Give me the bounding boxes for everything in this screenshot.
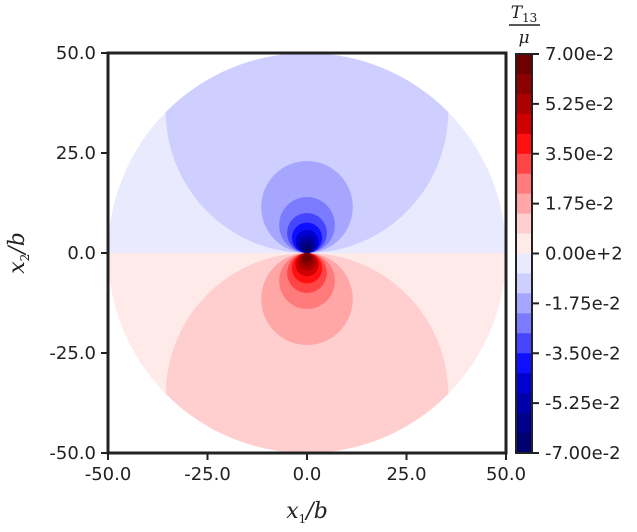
y-tick-label: 0.0 [67, 243, 96, 264]
colorbar-swatch [516, 173, 532, 195]
colorbar-swatch [516, 153, 532, 175]
colorbar-tick-label: -5.25e-2 [545, 393, 621, 414]
colorbar-swatch [516, 73, 532, 95]
x-axis-ticks: -50.0 -25.0 0.0 25.0 50.0 [85, 453, 526, 485]
colorbar-swatch [516, 93, 532, 115]
field-region-positive-1 [165, 253, 449, 453]
colorbar-label: T13 μ [509, 3, 540, 48]
field-region-negative-1 [165, 54, 449, 253]
colorbar-swatch [516, 293, 532, 314]
x-tick-label: -25.0 [184, 464, 231, 485]
field-region-positive-9 [302, 253, 312, 262]
colorbar-tick-label: 5.25e-2 [545, 94, 614, 115]
colorbar-label-denominator: μ [518, 28, 529, 48]
x-tick-label: 50.0 [486, 464, 526, 485]
colorbar-tick-label: 0.00e+2 [545, 244, 623, 265]
x-tick-label: 0.0 [293, 464, 322, 485]
y-tick-label: -25.0 [49, 343, 96, 364]
colorbar-swatch [516, 54, 532, 75]
colorbar-ticks: 7.00e-2 5.25e-2 3.50e-2 1.75e-2 0.00e+2 -1.75… [532, 44, 623, 464]
y-axis-ticks: -50.0 -25.0 0.0 25.0 50.0 [49, 43, 108, 464]
colorbar-tick-label: 1.75e-2 [545, 194, 614, 215]
colorbar-swatch [516, 333, 532, 354]
x-tick-label: -50.0 [85, 464, 132, 485]
colorbar-swatch [516, 213, 532, 235]
colorbar-tick-label: -7.00e-2 [545, 443, 621, 464]
colorbar-swatch [516, 373, 532, 394]
colorbar: 7.00e-2 5.25e-2 3.50e-2 1.75e-2 0.00e+2 -1.75… [515, 44, 623, 464]
colorbar-swatch [516, 433, 532, 454]
colorbar-swatch [516, 193, 532, 215]
colorbar-swatch [516, 113, 532, 135]
y-tick-label: 50.0 [56, 43, 96, 64]
y-tick-label: -50.0 [49, 443, 96, 464]
field-region-negative-9 [302, 244, 312, 254]
colorbar-tick-label: 3.50e-2 [545, 144, 614, 165]
colorbar-swatch [516, 133, 532, 155]
x-axis-label: x1/b [286, 499, 328, 526]
colorbar-label-numerator: T13 [511, 3, 538, 25]
colorbar-swatches [516, 54, 532, 454]
x-tick-label: 25.0 [386, 464, 426, 485]
colorbar-swatch [516, 313, 532, 334]
y-tick-label: 25.0 [56, 143, 96, 164]
colorbar-swatch [516, 253, 532, 274]
colorbar-swatch [516, 413, 532, 434]
colorbar-tick-label: 7.00e-2 [545, 44, 614, 65]
colorbar-tick-label: -1.75e-2 [545, 293, 621, 314]
y-axis-label: x2/b [5, 232, 32, 274]
colorbar-swatch [516, 233, 532, 254]
colorbar-swatch [516, 273, 532, 294]
colorbar-swatch [516, 393, 532, 414]
colorbar-swatch [516, 353, 532, 374]
colorbar-tick-label: -3.50e-2 [545, 343, 621, 364]
